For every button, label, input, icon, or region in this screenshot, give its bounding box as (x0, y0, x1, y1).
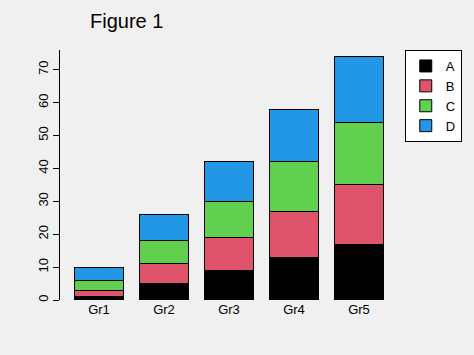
svg-text:30: 30 (36, 192, 51, 206)
svg-text:Gr5: Gr5 (348, 302, 370, 317)
svg-text:Gr3: Gr3 (218, 302, 240, 317)
svg-text:70: 70 (36, 61, 51, 75)
svg-text:Gr1: Gr1 (88, 302, 110, 317)
svg-text:Gr4: Gr4 (283, 302, 305, 317)
svg-text:50: 50 (36, 126, 51, 140)
svg-text:20: 20 (36, 225, 51, 239)
svg-text:A: A (446, 59, 455, 74)
svg-text:Figure 1: Figure 1 (90, 10, 163, 32)
svg-text:Gr2: Gr2 (153, 302, 175, 317)
svg-text:60: 60 (36, 93, 51, 107)
svg-text:B: B (446, 79, 455, 94)
svg-text:40: 40 (36, 159, 51, 173)
svg-text:C: C (446, 99, 455, 114)
svg-text:0: 0 (36, 294, 51, 301)
svg-text:10: 10 (36, 258, 51, 272)
svg-text:D: D (446, 119, 455, 134)
